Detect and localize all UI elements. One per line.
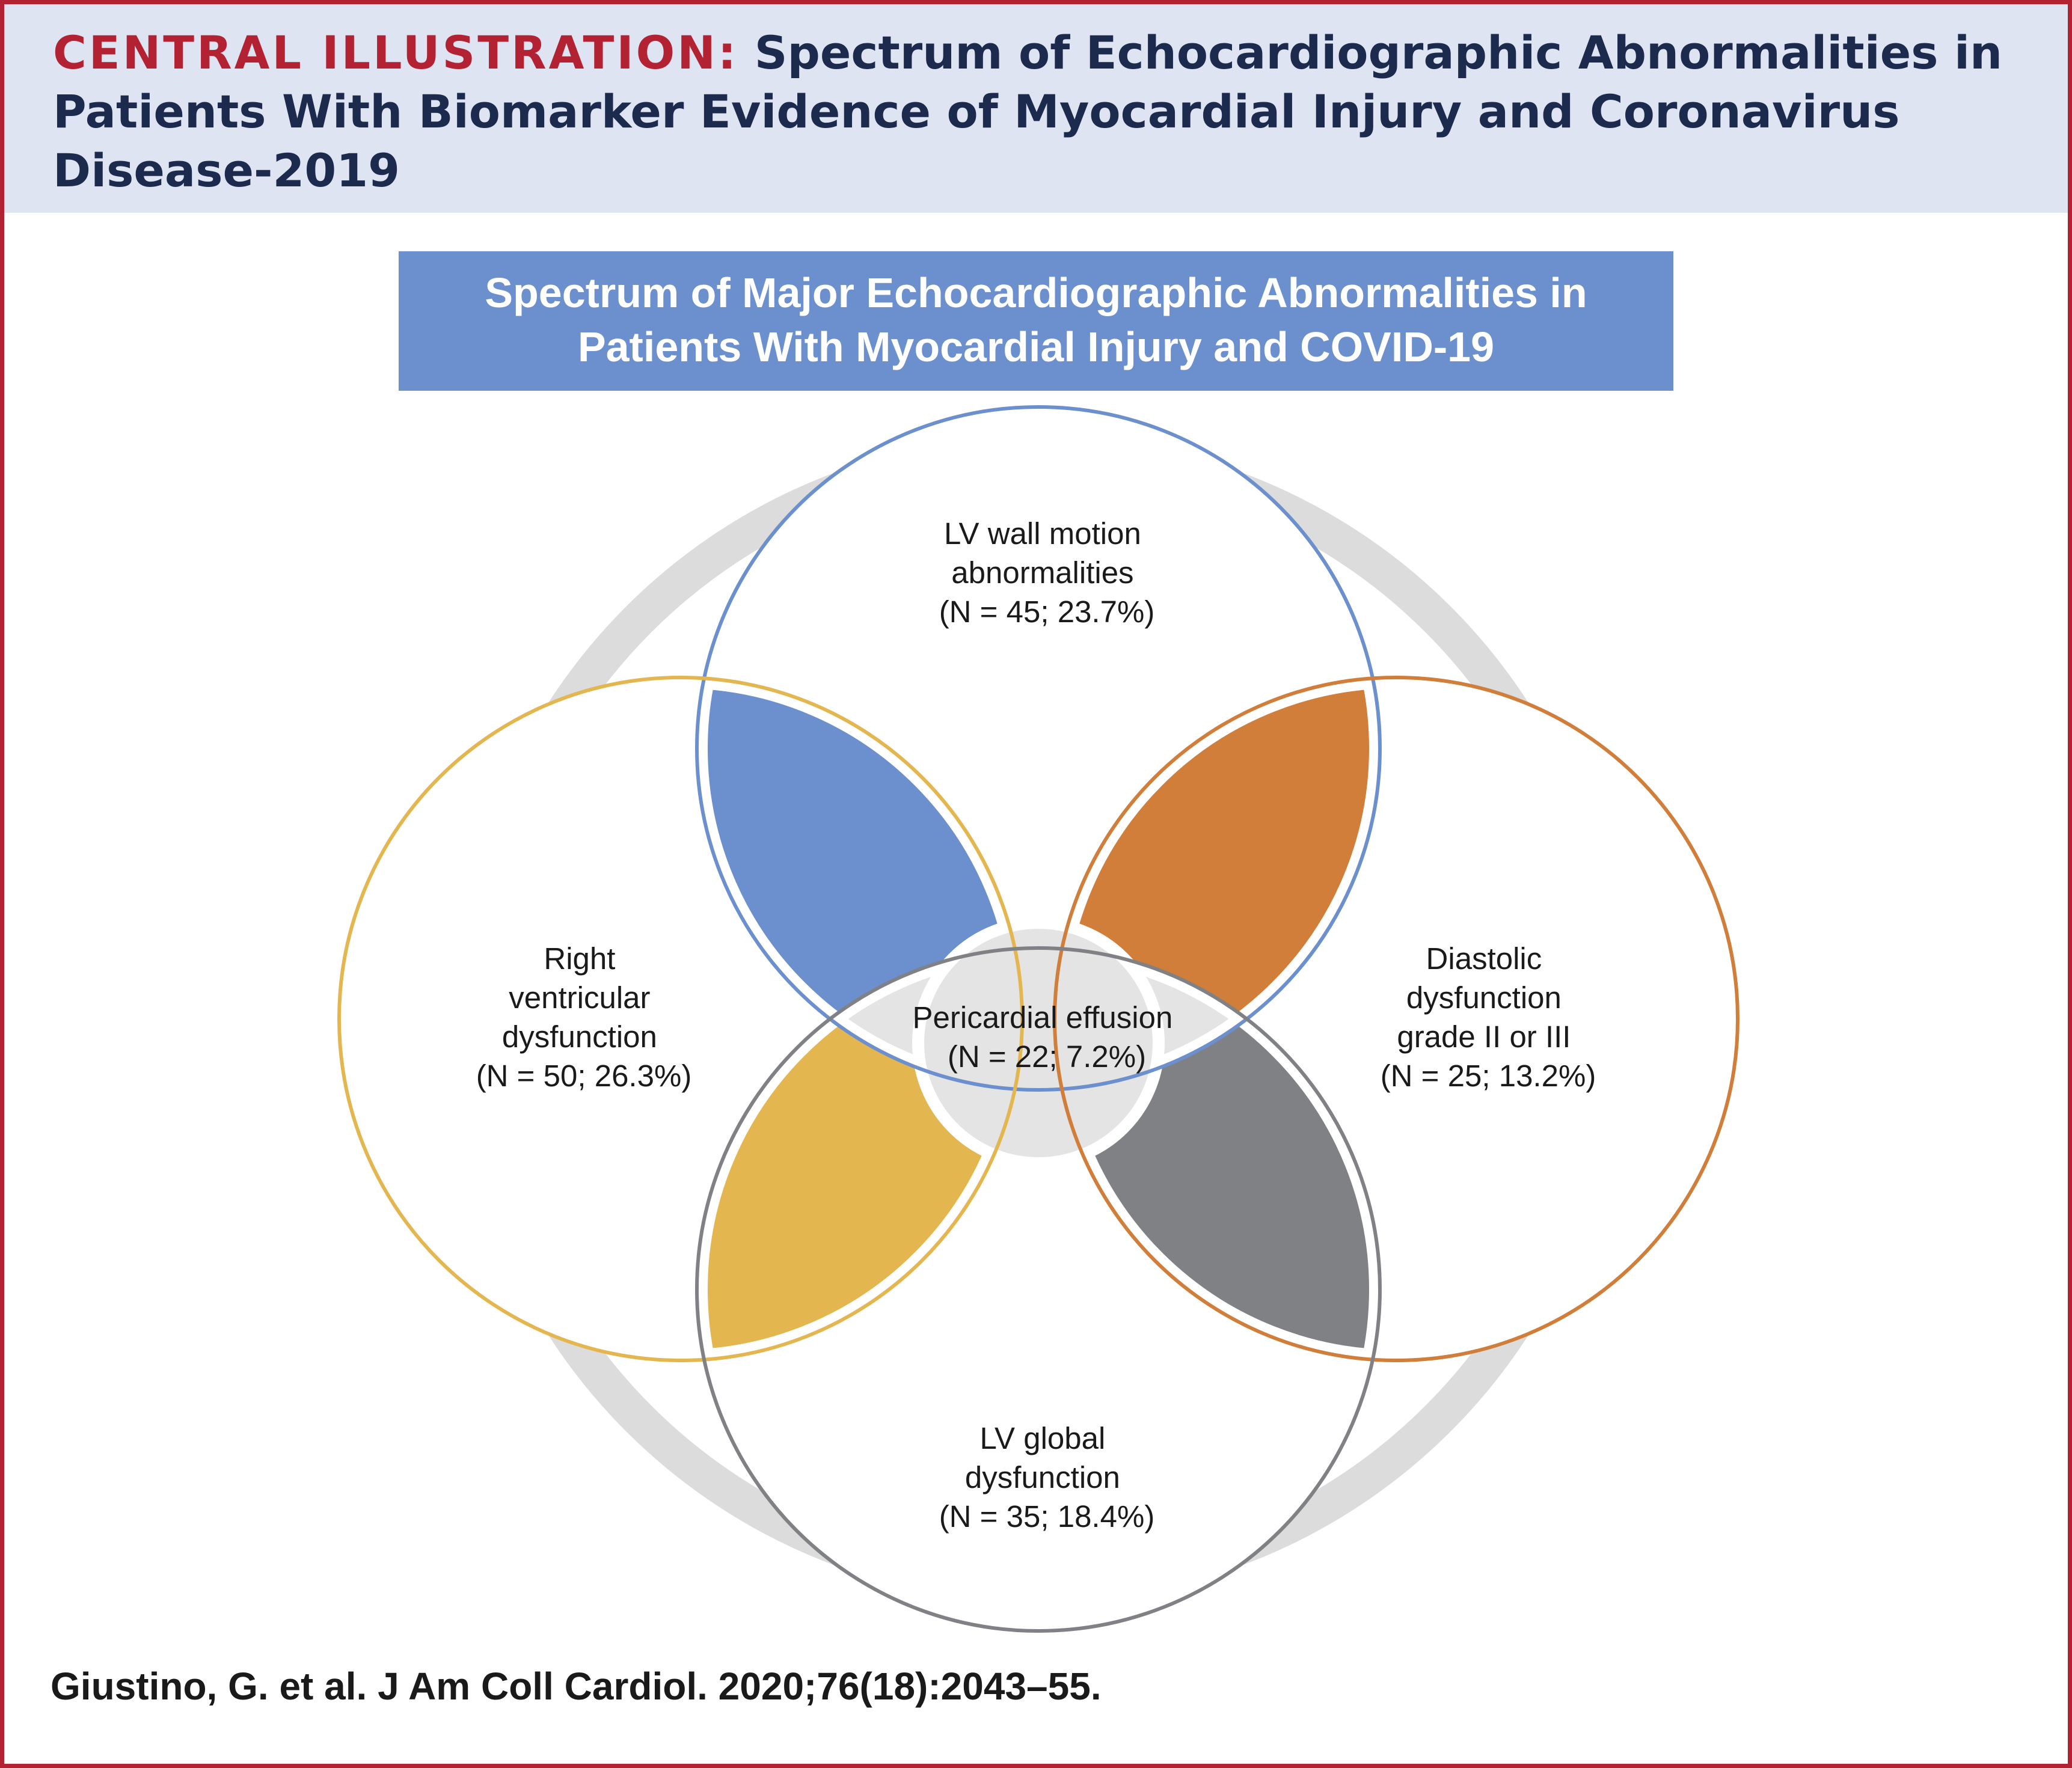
central-illustration-label: CENTRAL ILLUSTRATION: (53, 26, 739, 79)
outline-right-ventricular (337, 676, 1024, 1362)
overlap-lobe-top-right (1059, 682, 1375, 1085)
overlap-lobe-bottom-right (1059, 953, 1375, 1356)
header-title: Spectrum of Echocardiographic Abnormalit… (53, 26, 2003, 197)
outline-lv-global (695, 946, 1382, 1633)
outline-lv-wall-motion (695, 405, 1382, 1092)
diagram-title-banner: Spectrum of Major Echocardiographic Abno… (399, 251, 1673, 391)
label-right-ventricular: Right ventricular dysfunction (N = 50; 2… (476, 941, 692, 1093)
header-title-block: CENTRAL ILLUSTRATION: Spectrum of Echoca… (53, 23, 2037, 200)
label-diastolic: Diastolic dysfunction grade II or III (N… (1381, 941, 1596, 1093)
header: CENTRAL ILLUSTRATION: Spectrum of Echoca… (4, 4, 2068, 213)
label-lv-global: LV global dysfunction (N = 35; 18.4%) (939, 1421, 1155, 1534)
overlap-lobe-bottom-left (702, 953, 1017, 1356)
label-pericardial-effusion: Pericardial effusion (N = 22; 7.2%) (913, 1000, 1182, 1074)
overlap-lobe-top-left (702, 682, 1017, 1085)
diagram-title-line-2: Patients With Myocardial Injury and COVI… (577, 323, 1495, 370)
center-circle-pericardial-effusion (912, 917, 1165, 1169)
label-lv-wall-motion: LV wall motion abnormalities (N = 45; 23… (939, 516, 1155, 629)
diagram-title-line-1: Spectrum of Major Echocardiographic Abno… (485, 269, 1587, 316)
outline-diastolic (1053, 676, 1739, 1362)
diagram-title: Spectrum of Major Echocardiographic Abno… (399, 266, 1673, 374)
citation: Giustino, G. et al. J Am Coll Cardiol. 2… (51, 1665, 1102, 1708)
